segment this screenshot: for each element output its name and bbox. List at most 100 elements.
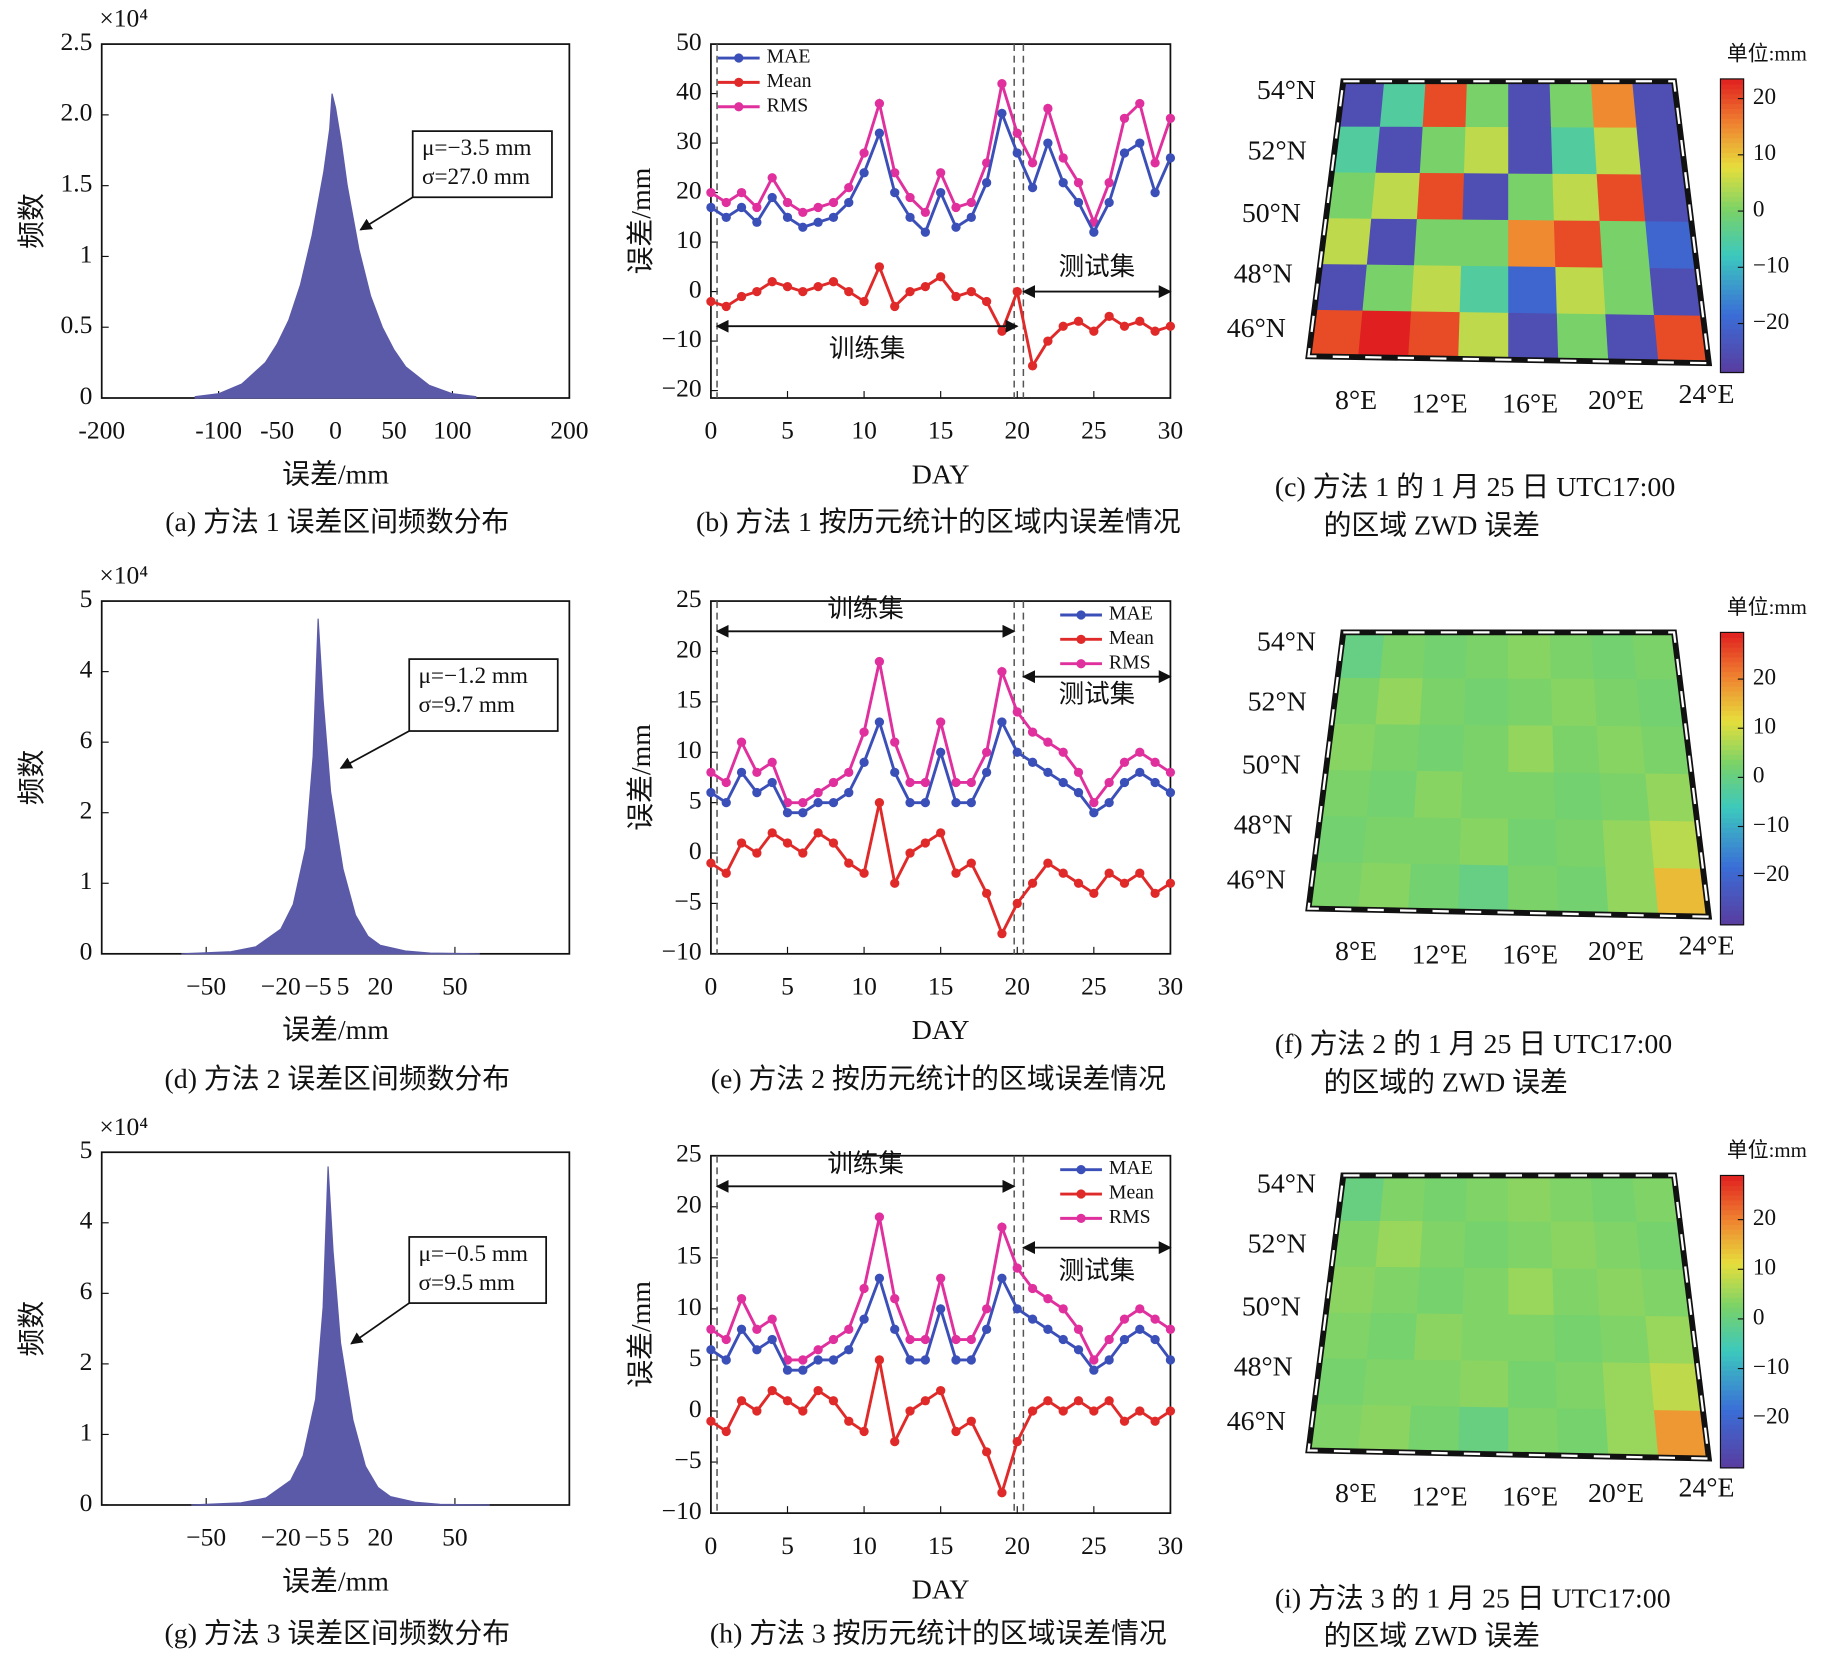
colorbar-step [1720, 661, 1744, 668]
lon-label: 8°E [1335, 1478, 1377, 1509]
colorbar-step [1720, 1355, 1744, 1362]
colorbar-step [1720, 681, 1744, 687]
series-point [890, 1324, 900, 1334]
heat-cell [1596, 1268, 1647, 1317]
colorbar-step [1720, 812, 1744, 819]
colorbar-step [1720, 880, 1744, 887]
colorbar-tick-label: −10 [1753, 1354, 1789, 1380]
series-point [905, 797, 915, 808]
heat-cell [1605, 314, 1660, 363]
heat-cell [1508, 1314, 1557, 1363]
colorbar-step [1720, 1224, 1744, 1230]
y-tick-label: 0 [689, 1394, 702, 1423]
series-point [1165, 113, 1176, 123]
colorbar-step [1720, 637, 1744, 643]
heat-cell [1553, 220, 1604, 269]
series-point [1073, 1345, 1084, 1355]
x-tick-label: 100 [433, 416, 471, 445]
colorbar-step [1720, 905, 1744, 911]
series-point [1104, 1396, 1114, 1406]
series-point [1104, 311, 1114, 321]
series-point [859, 1314, 869, 1324]
series-point [874, 1212, 885, 1222]
series-point [1165, 1355, 1176, 1365]
map-frame-dash [1307, 631, 1711, 918]
series-point [813, 1345, 823, 1355]
series-point [890, 168, 900, 178]
annotation-box [411, 130, 553, 199]
series-point [721, 868, 731, 878]
series-point [859, 868, 869, 878]
colorbar-step [1720, 1443, 1744, 1450]
heat-cell [1408, 863, 1461, 913]
colorbar-tick-label: 0 [1753, 196, 1765, 222]
y-tick-label: 0.5 [61, 310, 93, 339]
series-point [936, 1273, 946, 1283]
heat-cell [1358, 862, 1412, 912]
series-point [752, 848, 762, 858]
colorbar-step [1720, 328, 1744, 335]
y-tick-label: 2.0 [61, 98, 93, 127]
y-tick-label: 10 [676, 735, 702, 764]
series-point [966, 212, 976, 222]
y-tick-label: 6 [80, 725, 93, 754]
series-point [1027, 158, 1038, 168]
span-label: 测试集 [1059, 680, 1136, 709]
series-point [890, 1294, 900, 1304]
heat-cell [1422, 1174, 1468, 1223]
series-point [1150, 1314, 1160, 1324]
series-point [798, 848, 808, 858]
caption: (h) 方法 3 按历元统计的区域误差情况 [710, 1619, 1167, 1650]
series-point [1135, 747, 1145, 757]
histogram-area [181, 618, 480, 955]
series-point [997, 717, 1007, 727]
heat-cell [1379, 1174, 1427, 1223]
heat-cell [1461, 1314, 1510, 1362]
series-point [936, 717, 946, 727]
series-point [813, 1355, 823, 1365]
series-point [798, 222, 808, 232]
series-point [966, 777, 976, 788]
x-tick-label: 50 [442, 1523, 468, 1552]
colorbar-step [1720, 122, 1744, 129]
colorbar-step [1720, 1365, 1744, 1372]
series-point [813, 828, 823, 838]
colorbar-step [1720, 1175, 1744, 1182]
series-point [798, 1365, 808, 1375]
colorbar-step [1720, 1238, 1744, 1245]
series-point [1027, 1406, 1038, 1416]
series-point [1012, 747, 1022, 757]
series-point [1073, 178, 1084, 188]
x-tick-label: 20 [1004, 1531, 1030, 1560]
series-point [721, 1355, 731, 1365]
series-point [767, 777, 777, 788]
heat-cell [1371, 172, 1421, 221]
colorbar-step [1720, 720, 1744, 726]
plot-frame [710, 600, 1172, 955]
colorbar-step [1720, 744, 1744, 751]
series-point [874, 1355, 885, 1365]
lon-label: 12°E [1412, 389, 1468, 420]
series-point [782, 1365, 793, 1375]
y-tick-label: 0 [80, 381, 93, 410]
series-point [844, 286, 854, 297]
y-axis-label: 误差/mm [626, 1281, 657, 1388]
heat-cell [1362, 816, 1415, 865]
colorbar-step [1720, 215, 1744, 222]
series-point [981, 767, 992, 778]
y-axis-label: 误差/mm [626, 724, 657, 831]
series-point [813, 217, 823, 227]
x-tick-label: 200 [550, 416, 588, 445]
heat-cell [1307, 309, 1364, 358]
series-point [981, 178, 992, 188]
series-point [706, 858, 716, 868]
series-point [1027, 727, 1038, 737]
series-point [706, 202, 716, 213]
series-line [710, 717, 1172, 815]
y-tick-label: 15 [676, 1241, 702, 1270]
series-point [1104, 868, 1114, 878]
series-point [828, 838, 839, 848]
series-point [1089, 797, 1099, 808]
series-point [1089, 808, 1099, 818]
